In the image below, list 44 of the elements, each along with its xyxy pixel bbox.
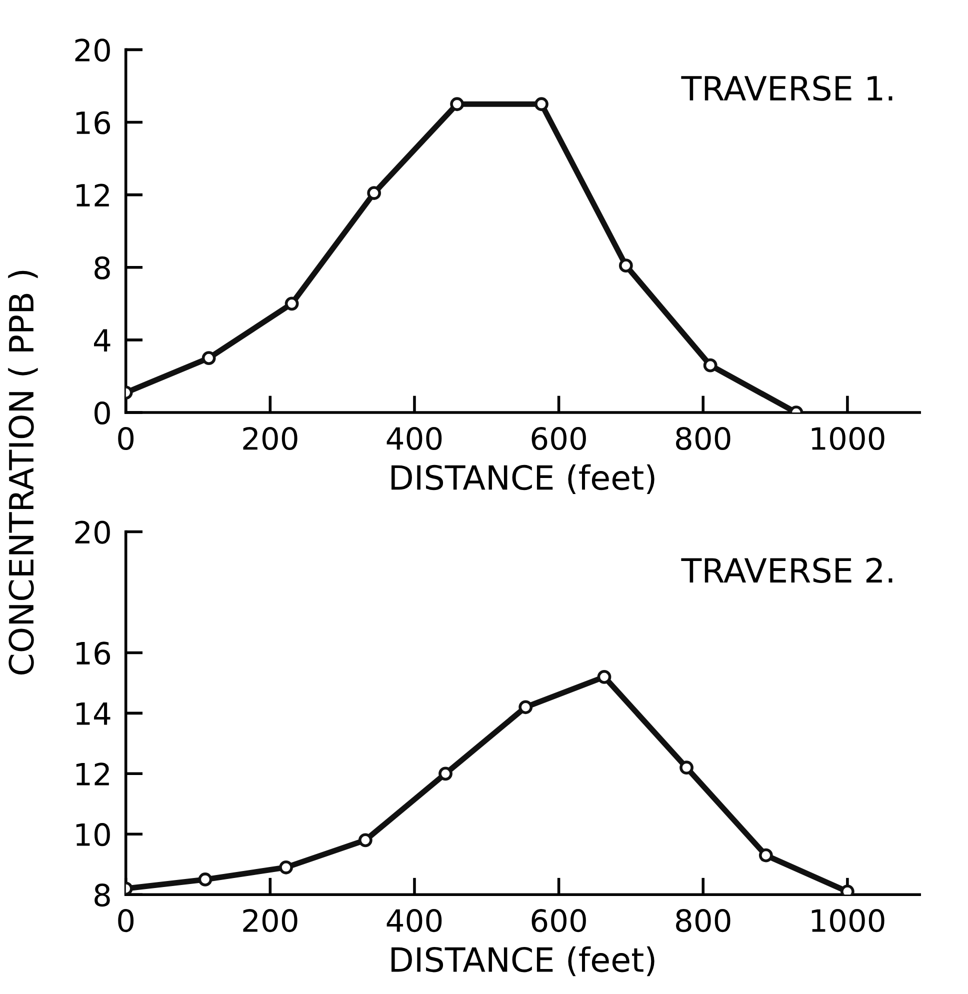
x-axis-title: DISTANCE (feet) [392,946,654,976]
x-axis-title: DISTANCE (feet) [392,464,654,494]
text: TRAVERSE 1. [681,76,892,101]
x-tick-label: 400 [386,909,442,932]
y-tick-label: 16 [76,111,110,134]
point [597,670,612,684]
y-tick-label: 8 [94,884,110,907]
x-tick-label: 200 [243,909,298,932]
x-tick-label: 400 [386,426,442,450]
point [198,872,212,886]
point [438,766,452,781]
point [284,296,299,311]
point [758,848,773,862]
x-tick-label: 800 [676,909,730,932]
y-tick-label: 4 [94,329,110,352]
x-tick-label: 800 [676,426,730,450]
y-tick-label: 20 [75,520,110,544]
x-tick-label: 0 [118,909,134,932]
y-axis-title: CONCENTRATION ( PPB ) [8,270,38,674]
x-tick-label: 0 [118,426,134,450]
point [703,358,718,372]
y-tick-label: 10 [76,823,110,846]
x-tick-label: 1000 [812,909,884,932]
point [367,186,382,200]
point [680,760,694,775]
y-tick-label: 20 [75,38,110,62]
point [450,97,464,112]
y-tick-label: 0 [94,401,110,425]
point [279,860,293,874]
x-tick-label: 600 [532,426,586,450]
point [618,258,633,273]
point [202,351,216,366]
x-tick-label: 200 [243,426,298,450]
y-tick-label: 12 [76,762,109,786]
y-tick-label: 12 [76,184,109,206]
y-tick-label: 8 [94,256,110,280]
x-tick-label: 1000 [812,426,884,450]
y-tick-label: 14 [76,702,110,725]
text: TRAVERSE 2. [681,558,892,583]
point [358,833,372,848]
point [518,700,533,714]
x-tick-label: 600 [532,909,586,932]
point [534,97,548,112]
y-tick-label: 16 [76,642,110,665]
